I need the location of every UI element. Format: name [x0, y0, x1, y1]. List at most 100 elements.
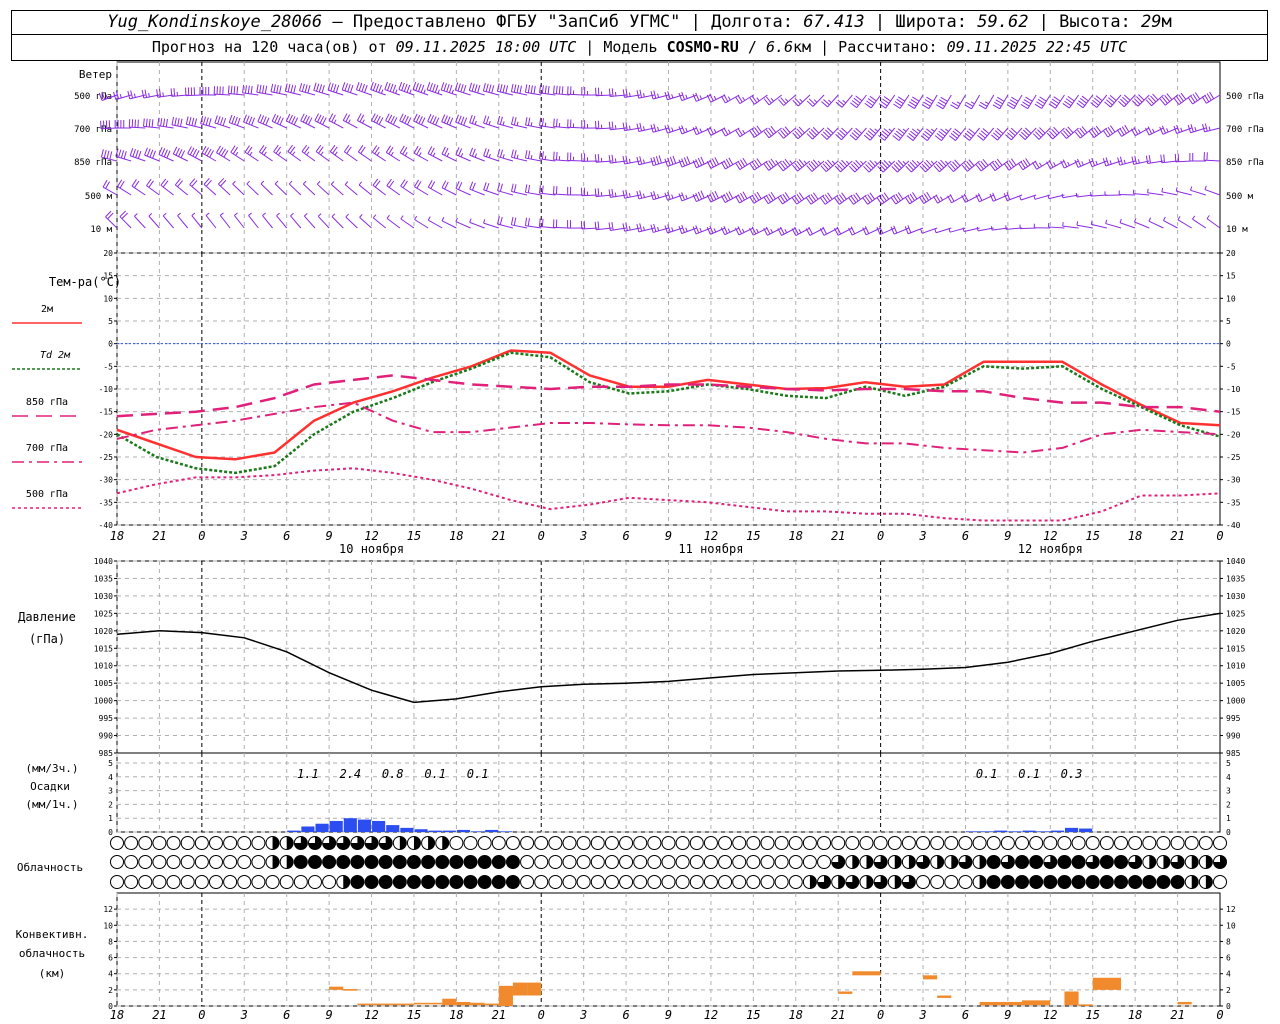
wind-barb-flag — [388, 180, 395, 188]
x-tick-label: 3 — [240, 1008, 248, 1022]
wind-barb-flag — [628, 158, 631, 163]
wind-barb-flag — [810, 129, 818, 136]
wind-barb-flag — [879, 164, 886, 171]
x-tick-label: 6 — [622, 1008, 629, 1022]
x-tick-label: 6 — [622, 529, 629, 543]
precip-bar — [1079, 828, 1093, 832]
wind-barb-flag — [457, 115, 462, 124]
wind-barb-flag — [135, 149, 139, 158]
convective-bar — [484, 1003, 499, 1006]
wind-barb-flag — [823, 99, 830, 106]
wind-barb-flag — [639, 190, 643, 199]
wind-barb-flag — [770, 228, 773, 233]
wind-barb-staff — [259, 151, 273, 162]
wind-barb-staff — [260, 183, 273, 196]
wind-barb-flag — [1081, 161, 1084, 166]
wind-barb-flag — [923, 101, 931, 107]
cloud-cover-symbol — [930, 836, 945, 850]
cloud-cover-fill — [1043, 855, 1057, 869]
wind-barb-flag — [264, 85, 268, 94]
wind-barb-staff — [567, 126, 584, 129]
cloud-cover-symbol — [293, 855, 308, 869]
wind-barb-flag — [723, 193, 729, 202]
wind-barb-flag — [1204, 185, 1207, 190]
wind-barb-flag — [683, 157, 688, 166]
wind-barb-flag — [1006, 104, 1015, 110]
cloud-cover-fill — [308, 836, 322, 850]
wind-barb-flag — [879, 132, 887, 139]
wind-barb-flag — [725, 192, 731, 201]
wind-barb-staff — [428, 219, 443, 229]
wind-barb-flag — [992, 192, 997, 201]
cloud-cover-symbol — [194, 836, 209, 850]
wind-barb-flag — [499, 116, 503, 125]
cloud-cover-symbol — [986, 855, 1001, 869]
y-tick-label-left: -40 — [99, 521, 114, 530]
wind-barb-flag — [247, 85, 250, 94]
wind-barb-flag — [1106, 99, 1113, 106]
precip-bar — [372, 820, 386, 832]
wind-barb-staff — [483, 90, 499, 96]
x-tick-label: 9 — [325, 529, 332, 543]
wind-level-label-right: 700 гПа — [1226, 125, 1264, 135]
wind-barb-flag — [429, 115, 435, 123]
wind-barb-flag — [313, 82, 317, 91]
wind-barb-flag — [740, 192, 745, 201]
wind-barb-flag — [101, 91, 106, 100]
cloud-cover-symbol — [944, 836, 959, 850]
cloud-cover-fill — [874, 875, 888, 889]
wind-barb-flag — [949, 163, 956, 171]
wind-barb-flag — [831, 160, 836, 165]
cloud-cover-fill — [916, 855, 930, 869]
wind-barb-staff — [497, 156, 514, 162]
wind-barb-staff — [243, 121, 259, 129]
wind-barb-staff — [399, 120, 415, 129]
x-tick-label: 12 — [364, 1008, 378, 1022]
wind-barb-flag — [148, 118, 151, 128]
wind-barb-flag — [780, 162, 786, 170]
wind-barb-flag — [1036, 101, 1044, 107]
wind-barb-flag — [402, 180, 408, 189]
wind-barb-flag — [227, 85, 230, 94]
wind-barb-flag — [962, 227, 965, 232]
cloud-cover-symbol — [449, 875, 464, 889]
cloud-cover-symbol — [392, 875, 407, 889]
wind-barb-flag — [904, 196, 911, 205]
cloud-cover-symbol — [1142, 875, 1157, 889]
wind-barb-flag — [697, 157, 703, 166]
wind-barb-flag — [685, 94, 688, 99]
wind-barb-flag — [218, 147, 224, 155]
wind-barb-flag — [148, 180, 154, 188]
wind-barb-flag — [460, 153, 464, 158]
y-tick-label-right: 8 — [1226, 937, 1231, 946]
wind-barb-flag — [650, 91, 654, 100]
wind-barb-flag — [1173, 125, 1178, 134]
model-sep: / — [738, 38, 766, 56]
wind-barb-flag — [362, 119, 365, 124]
wind-barb-staff — [102, 186, 118, 196]
wind-barb-flag — [477, 85, 481, 94]
wind-barb-flag — [777, 196, 783, 205]
wind-barb-flag — [916, 128, 921, 132]
cloud-cover-symbol — [237, 836, 252, 850]
wind-barb-staff — [356, 89, 372, 96]
x-tick-label: 9 — [665, 529, 672, 543]
wind-barb-flag — [765, 96, 772, 104]
wind-barb-flag — [978, 193, 983, 201]
cloud-cover-symbol — [732, 855, 747, 869]
wind-barb-flag — [358, 181, 363, 186]
wind-barb-flag — [404, 152, 408, 156]
cloud-cover-fill — [350, 836, 364, 850]
wind-barb-flag — [1105, 128, 1111, 136]
wind-barb-flag — [220, 148, 226, 156]
wind-barb-flag — [765, 226, 771, 235]
precip-ylabel-1h: (мм/1ч.) — [26, 798, 79, 811]
wind-barb-staff — [314, 120, 330, 129]
wind-barb-flag — [357, 145, 364, 153]
wind-barb-flag — [236, 86, 239, 95]
wind-barb-flag — [803, 160, 807, 165]
wind-level-label-right: 850 гПа — [1226, 158, 1264, 168]
wind-barb-flag — [952, 130, 960, 137]
wind-barb-flag — [133, 180, 140, 188]
x-tick-label: 0 — [198, 1008, 205, 1022]
